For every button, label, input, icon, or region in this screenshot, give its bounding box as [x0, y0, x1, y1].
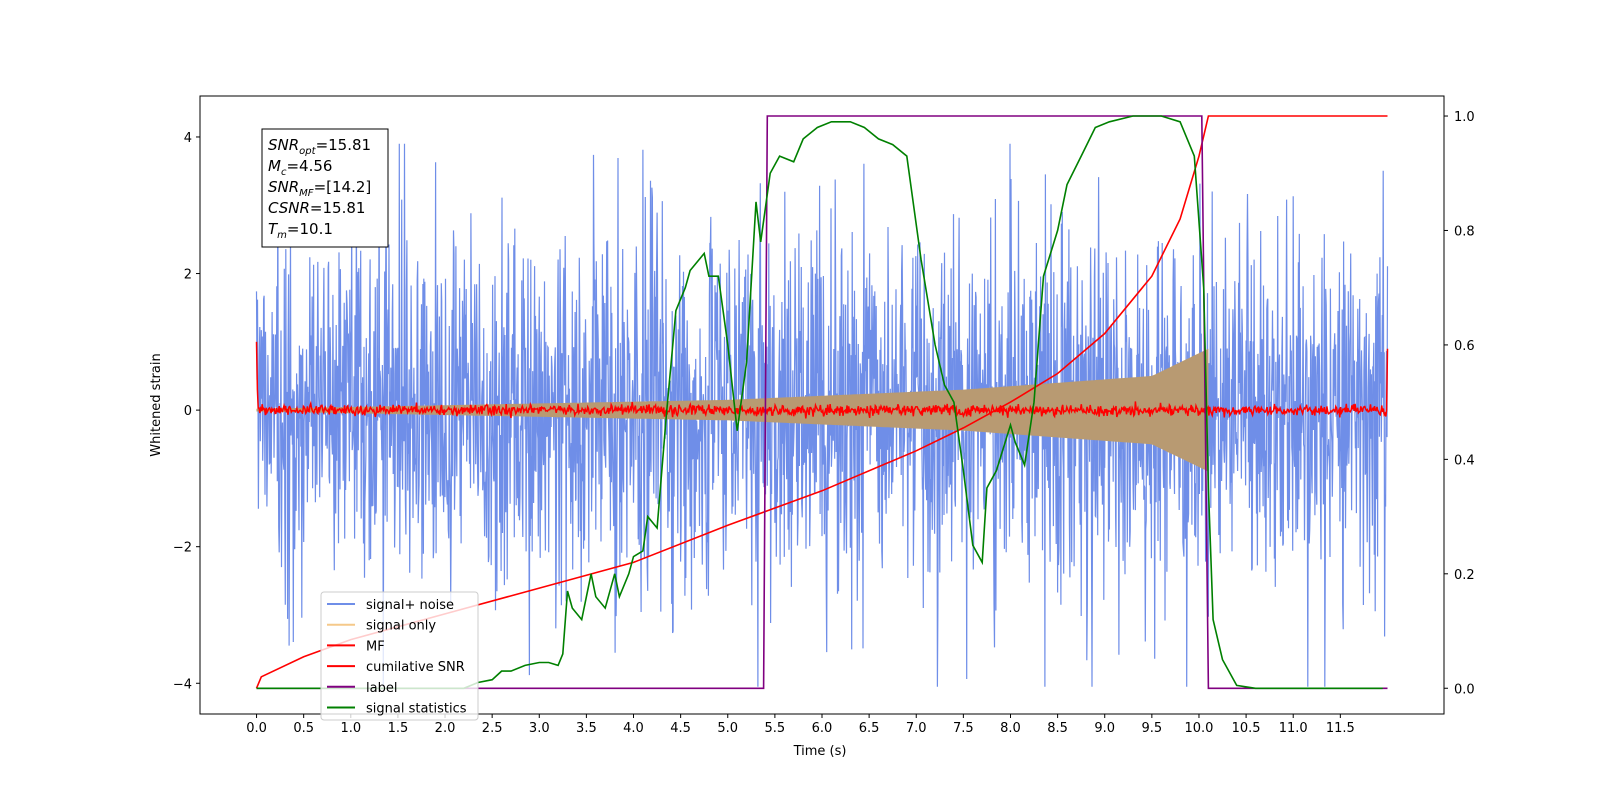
x-tick-label: 10.5 [1232, 721, 1261, 736]
legend-label: signal statistics [366, 702, 467, 717]
x-tick-label: 5.5 [765, 721, 786, 736]
y-right-tick-label: 0.0 [1454, 682, 1475, 697]
y-right-tick-label: 1.0 [1454, 110, 1475, 125]
x-tick-label: 11.0 [1279, 721, 1308, 736]
x-tick-label: 6.5 [859, 721, 880, 736]
y-right-tick-label: 0.4 [1454, 453, 1475, 468]
y-left-tick-label: −4 [173, 677, 192, 692]
y-left-tick-label: −2 [173, 541, 192, 556]
x-tick-label: 10.0 [1184, 721, 1213, 736]
x-tick-label: 1.0 [340, 721, 361, 736]
x-tick-label: 8.0 [1000, 721, 1021, 736]
legend-label: signal+ noise [366, 598, 454, 613]
series-mf [255, 341, 1389, 419]
legend-label: cumilative SNR [366, 660, 465, 675]
x-tick-label: 3.5 [576, 721, 597, 736]
y-left-tick-label: 2 [184, 268, 192, 283]
x-tick-label: 7.0 [906, 721, 927, 736]
x-tick-label: 9.5 [1142, 721, 1163, 736]
x-tick-label: 6.0 [812, 721, 833, 736]
x-tick-label: 0.0 [246, 721, 267, 736]
x-tick-label: 3.0 [529, 721, 550, 736]
x-tick-label: 4.0 [623, 721, 644, 736]
y-axis-right-ticks: 0.0 0.2 0.4 0.6 0.8 1.0 [1444, 110, 1475, 697]
series-signal-statistics [256, 115, 1383, 690]
annotation-frame [261, 128, 389, 248]
x-tick-label: 7.5 [953, 721, 974, 736]
annotation-line: Tm=10.1 [268, 220, 333, 241]
x-tick-label: 2.0 [435, 721, 456, 736]
y-right-tick-label: 0.6 [1454, 339, 1475, 354]
legend-label: signal only [366, 619, 436, 634]
y-right-tick-label: 0.8 [1454, 224, 1475, 239]
y-axis-label: Whitened strain [149, 353, 164, 456]
y-left-tick-label: 4 [184, 131, 192, 146]
y-right-tick-label: 0.2 [1454, 568, 1475, 583]
y-left-tick-label: 0 [184, 404, 192, 419]
series-label [256, 115, 1388, 690]
x-axis-ticks: 0.0 0.5 1.0 1.5 2.0 2.5 3.0 3.5 4.0 4.5 5.0 5.5 6.0 6… [246, 714, 1355, 736]
y-axis-left-ticks: −4 −2 0 2 4 [173, 131, 200, 692]
legend-label: MF [366, 639, 385, 654]
legend: signal+ noise signal only MF cumilative SNR… [320, 591, 479, 721]
annotation-line: SNRMF=[14.2] [268, 178, 371, 199]
legend-label: label [366, 681, 397, 696]
x-tick-label: 5.0 [717, 721, 738, 736]
x-axis-label: Time (s) [793, 744, 847, 759]
x-tick-label: 9.0 [1094, 721, 1115, 736]
x-tick-label: 11.5 [1326, 721, 1355, 736]
annotation-line: CSNR=15.81 [268, 199, 365, 217]
x-tick-label: 2.5 [482, 721, 503, 736]
x-tick-label: 8.5 [1047, 721, 1068, 736]
x-tick-label: 0.5 [293, 721, 314, 736]
series-signal-only [256, 348, 1209, 472]
annotation-box: SNRopt=15.81Mc=4.56SNRMF=[14.2]CSNR=15.8… [261, 128, 389, 248]
annotation-line: Mc=4.56 [268, 157, 332, 178]
annotation-line: SNRopt=15.81 [268, 136, 371, 157]
x-tick-label: 1.5 [388, 721, 409, 736]
x-tick-label: 4.5 [670, 721, 691, 736]
legend-frame [320, 591, 479, 721]
